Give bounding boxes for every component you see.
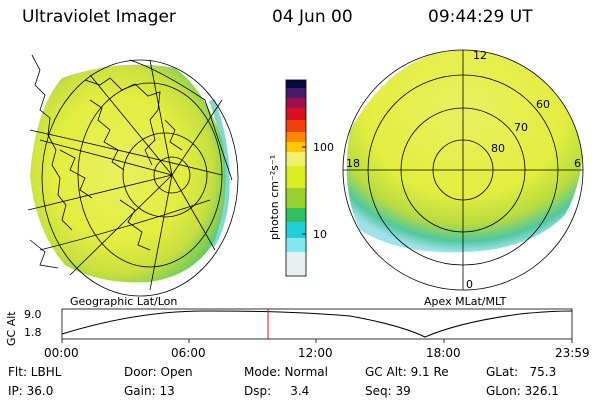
info-glat: GLat: 75.3 [486, 365, 557, 379]
colorbar-seg [286, 222, 306, 238]
colorbar-tick-10: 10 [313, 228, 327, 241]
colorbar-seg [286, 166, 306, 188]
gc-alt-ytick-1: 1.8 [24, 326, 42, 339]
info-gain: Gain: 13 [124, 384, 175, 398]
left-map-caption: Geographic Lat/Lon [70, 295, 178, 308]
colorbar-seg [286, 142, 306, 152]
gc-alt-xtick: 18:00 [426, 346, 461, 360]
info-mode: Mode: Normal [244, 365, 328, 379]
colorbar-seg [286, 252, 306, 276]
time-readout: 09:44:29 UT [428, 7, 533, 27]
geographic-map [27, 54, 239, 297]
colorbar-seg [286, 108, 306, 120]
gc-alt-xtick: 06:00 [171, 346, 206, 360]
app-title: Ultraviolet Imager [22, 7, 176, 27]
colorbar-seg [286, 80, 306, 88]
left-aurora-image [30, 64, 226, 283]
colorbar-seg [286, 88, 306, 98]
info-flt: Flt: LBHL [8, 365, 62, 379]
info-door: Door: Open [124, 365, 193, 379]
mlt-label-12: 12 [473, 49, 487, 62]
mlat-label-70: 70 [514, 121, 528, 134]
info-seq: Seq: 39 [365, 384, 411, 398]
colorbar-label: photon cm⁻²s⁻¹ [268, 154, 281, 240]
colorbar-seg [286, 208, 306, 222]
colorbar-seg [286, 152, 306, 166]
gc-alt-xtick: 00:00 [44, 346, 79, 360]
gc-alt-xtick: 23:59 [555, 346, 590, 360]
colorbar-seg [286, 120, 306, 132]
mlat-label-80: 80 [491, 142, 505, 155]
colorbar [285, 79, 307, 277]
mlt-label-6: 6 [574, 157, 581, 170]
info-ip: IP: 36.0 [8, 384, 54, 398]
gc-alt-plot [61, 308, 573, 343]
gc-alt-curve [61, 310, 573, 338]
gc-alt-ylabel: GC Alt [5, 311, 18, 346]
date-readout: 04 Jun 00 [272, 7, 353, 27]
colorbar-seg [286, 132, 306, 142]
right-map-caption: Apex MLat/MLT [424, 295, 507, 308]
colorbar-seg [286, 188, 306, 208]
right-aurora-image [346, 50, 583, 253]
mlt-label-0: 0 [466, 278, 473, 291]
colorbar-tick-100: 100 [313, 141, 334, 154]
info-glon: GLon: 326.1 [486, 384, 559, 398]
gc-alt-xtick: 12:00 [298, 346, 333, 360]
gc-alt-ytick-9: 9.0 [24, 308, 42, 321]
colorbar-seg [286, 238, 306, 252]
info-dsp: Dsp: 3.4 [244, 384, 310, 398]
mlat-label-60: 60 [536, 98, 550, 111]
apex-map [342, 49, 584, 291]
mlt-label-18: 18 [346, 157, 360, 170]
colorbar-seg [286, 98, 306, 108]
info-gcalt: GC Alt: 9.1 Re [365, 365, 449, 379]
